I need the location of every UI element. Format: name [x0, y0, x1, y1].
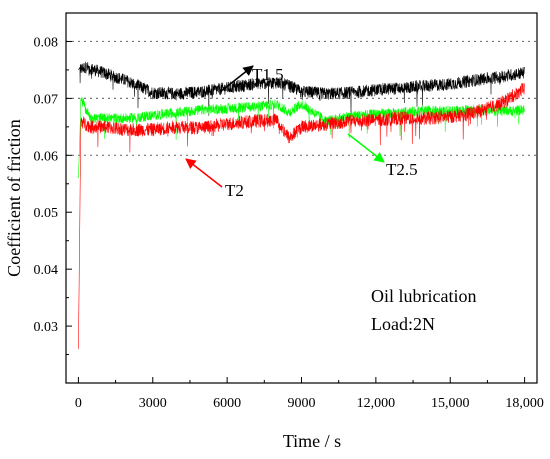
x-tick-label: 18,000 — [505, 396, 544, 411]
x-tick-label: 3000 — [139, 396, 167, 411]
x-tick-label: 6000 — [213, 396, 241, 411]
x-tick-label: 15,000 — [431, 396, 470, 411]
x-axis-label: Time / s — [283, 431, 341, 451]
grid-lines — [66, 40, 537, 156]
y-tick-label: 0.07 — [34, 92, 59, 107]
annotation-t1-5: T1.5 — [219, 65, 284, 93]
annotation-label-t1-5: T1.5 — [252, 65, 284, 84]
y-tick-label: 0.06 — [34, 149, 59, 164]
condition-line-1: Oil lubrication — [371, 286, 476, 306]
x-tick-label: 12,000 — [357, 396, 396, 411]
y-axis-label: Coefficient of friction — [4, 119, 24, 277]
y-tick-label: 0.05 — [34, 206, 59, 221]
series-line-t1-5 — [78, 61, 525, 116]
y-axis-ticks: 0.03 0.04 0.05 0.06 0.07 0.08 — [34, 12, 72, 356]
annotation-arrow-t2 — [185, 158, 223, 188]
x-tick-label: 9000 — [288, 396, 316, 411]
y-tick-label: 0.03 — [34, 320, 59, 335]
series-layer — [78, 61, 525, 349]
annotation-arrow-t1-5 — [219, 65, 254, 93]
x-tick-label: 0 — [75, 396, 82, 411]
plot-frame — [65, 12, 538, 384]
annotation-t2-5: T2.5 — [347, 133, 418, 179]
y-tick-label: 0.08 — [34, 35, 59, 50]
annotation-arrow-t2-5 — [347, 133, 385, 163]
series-line-t2 — [78, 83, 525, 349]
y-tick-label: 0.04 — [34, 263, 59, 278]
x-axis-ticks: 0 3000 6000 9000 12,000 15,000 18,000 — [75, 377, 544, 411]
condition-line-2: Load:2N — [371, 314, 435, 334]
annotation-t2: T2 — [185, 158, 244, 200]
annotation-label-t2-5: T2.5 — [386, 160, 418, 179]
annotation-label-t2: T2 — [225, 181, 244, 200]
